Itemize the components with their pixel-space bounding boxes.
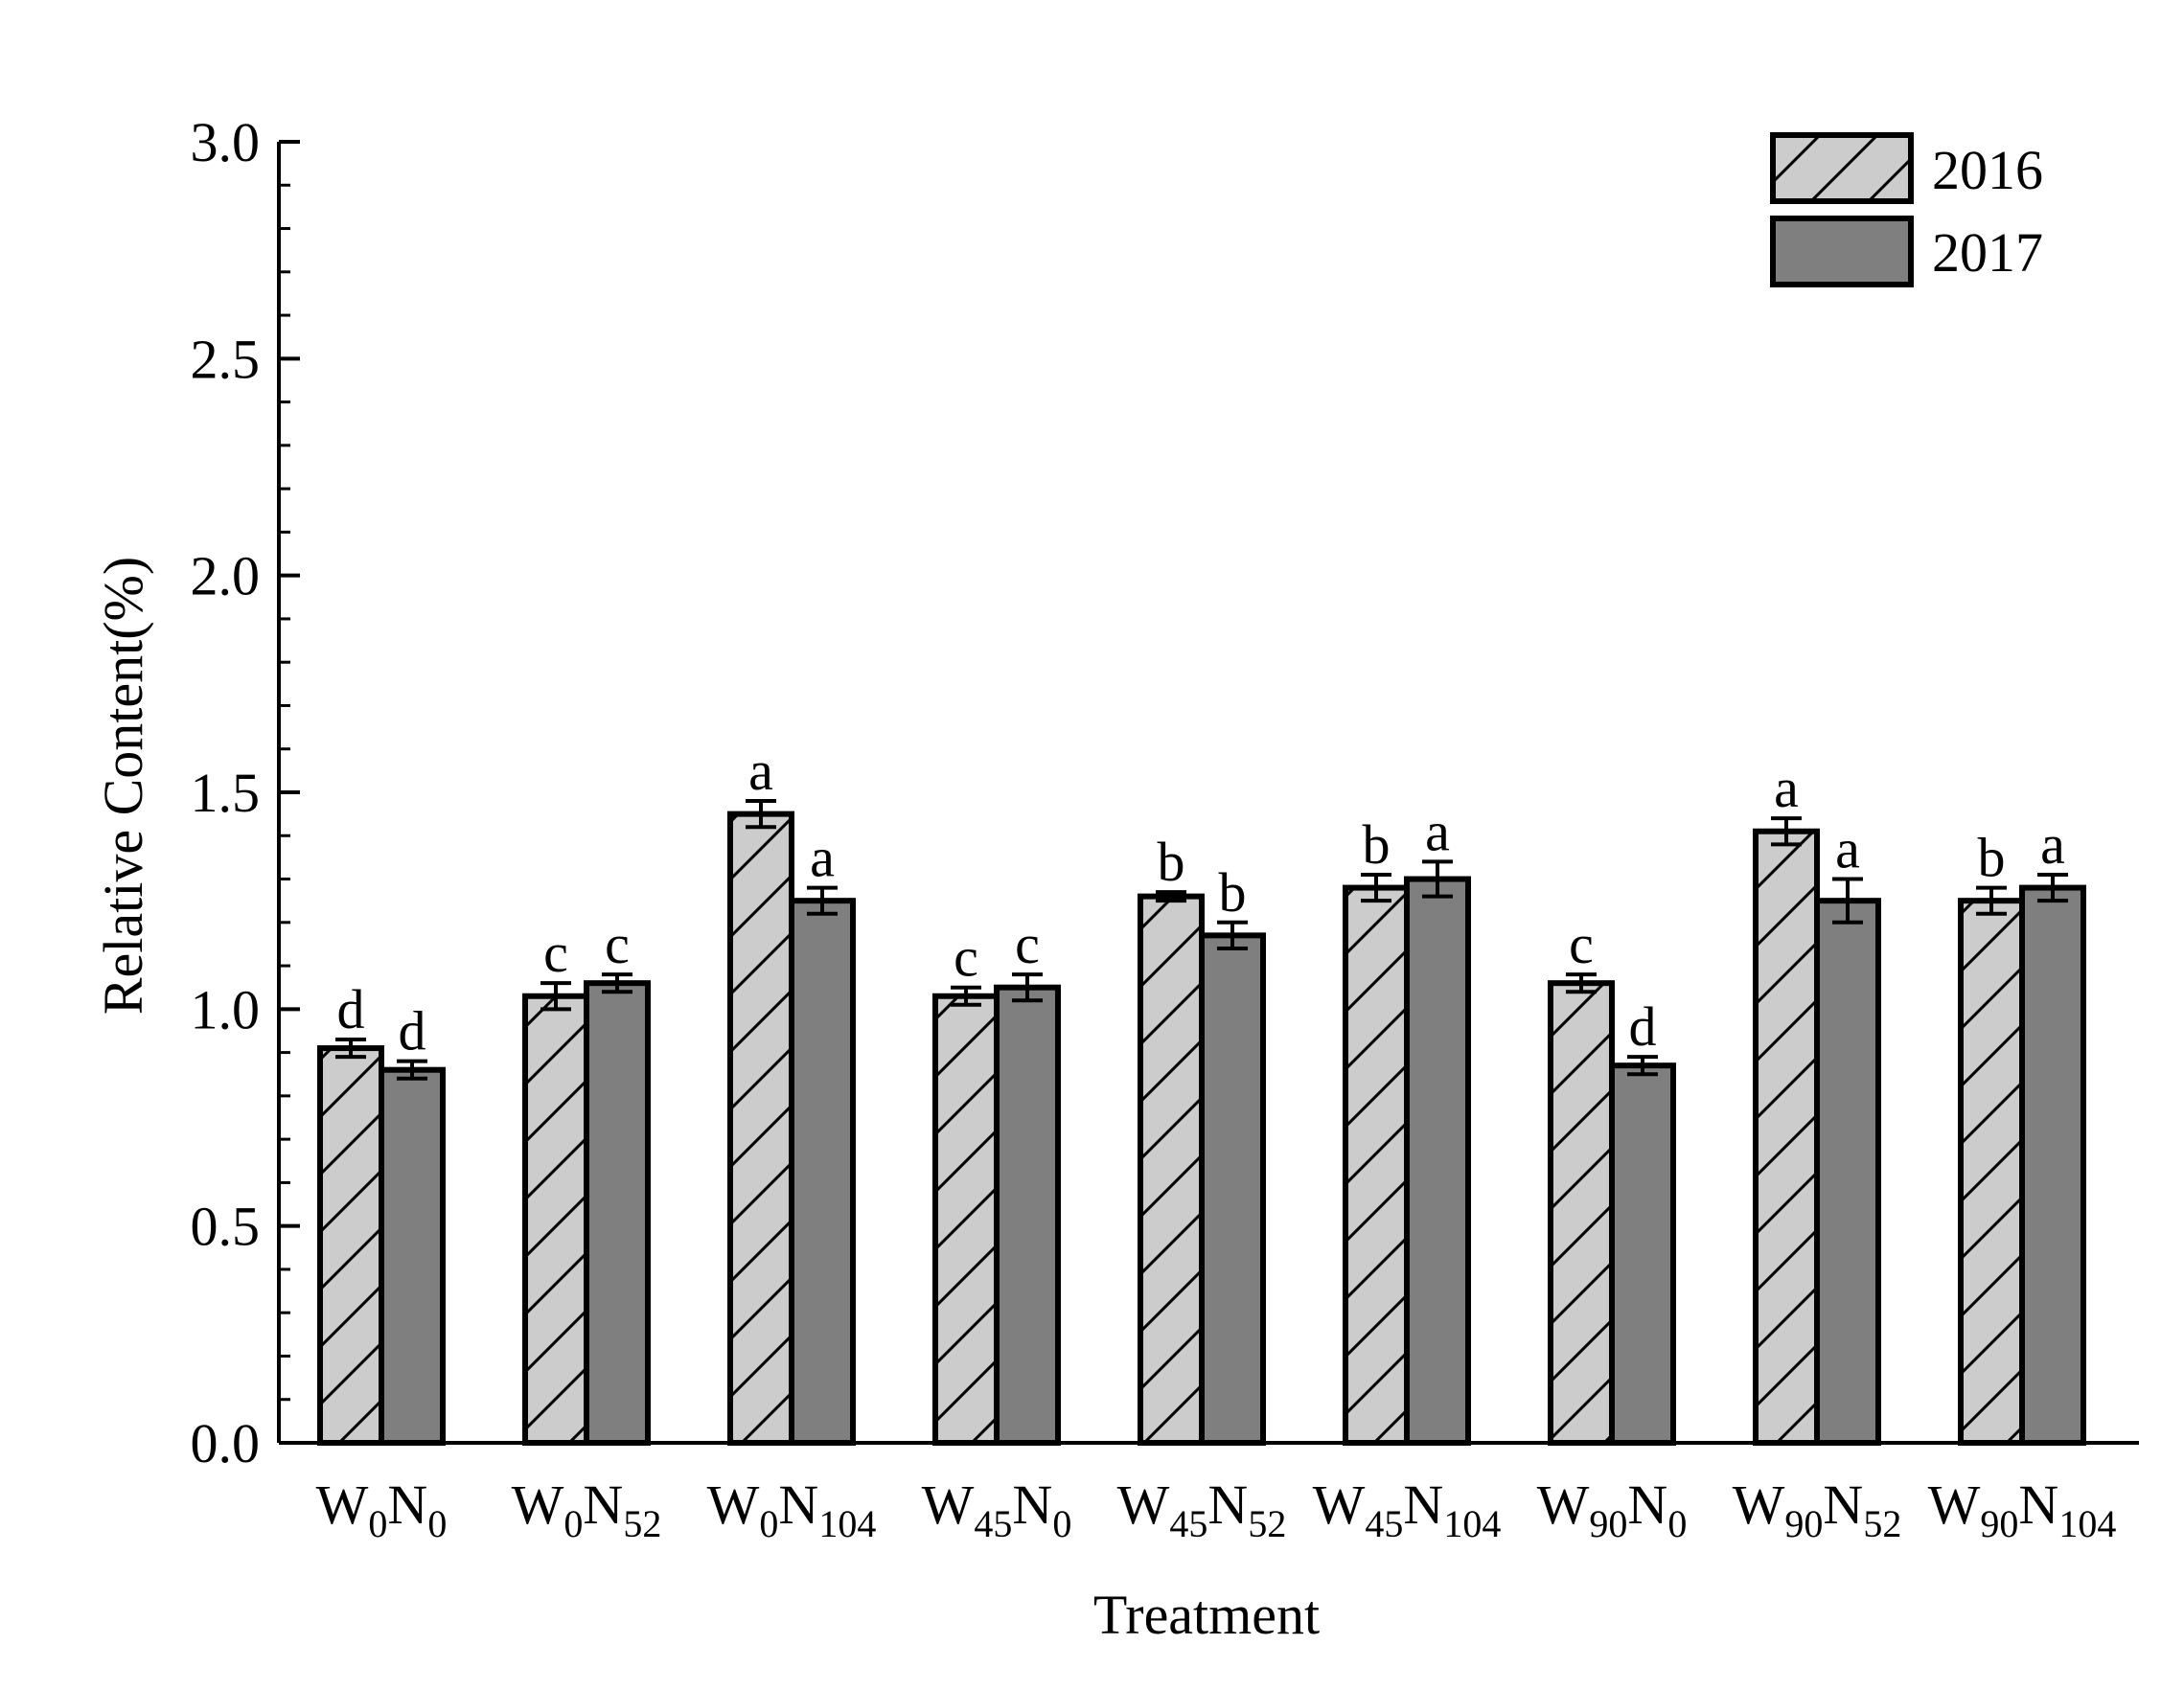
significance-letter: b — [1978, 827, 2006, 889]
significance-letter: b — [1363, 813, 1391, 876]
x-tick-label: W90N52 — [1733, 1473, 1902, 1545]
x-axis-title: Treatment — [1093, 1584, 1320, 1646]
bar-2017 — [1199, 932, 1266, 1446]
significance-letter: a — [2040, 813, 2065, 876]
y-tick-label: 1.5 — [191, 762, 261, 824]
y-axis-title: Relative Content(%) — [92, 557, 154, 1015]
x-tick-label: W90N0 — [1537, 1473, 1688, 1545]
bar-2016 — [932, 993, 1000, 1446]
bar-2016 — [1958, 898, 2025, 1446]
legend-label-2016: 2016 — [1932, 139, 2043, 201]
bar-2017 — [1609, 1062, 1676, 1447]
x-tick-label: W90N104 — [1928, 1473, 2117, 1545]
y-tick-label: 2.0 — [191, 545, 261, 607]
significance-letter: a — [748, 740, 773, 802]
significance-letter: c — [1569, 913, 1594, 975]
y-tick-label: 1.0 — [191, 978, 261, 1040]
significance-letter: c — [543, 922, 568, 984]
x-tick-label: W45N0 — [922, 1473, 1072, 1545]
significance-letter: c — [605, 913, 630, 975]
legend: 2016 2017 — [1770, 132, 2043, 287]
x-tick-label: W45N52 — [1117, 1473, 1287, 1545]
y-tick-label: 2.5 — [191, 328, 261, 390]
significance-letter: d — [1629, 995, 1657, 1058]
bar-2017 — [994, 984, 1061, 1446]
significance-letter: b — [1219, 861, 1247, 924]
bar-2016 — [1753, 828, 1820, 1446]
bar-2017 — [379, 1066, 446, 1446]
legend-swatch-2017 — [1770, 216, 1914, 287]
bar-2016 — [1343, 884, 1410, 1446]
significance-letter: c — [1015, 913, 1040, 975]
bar-2016 — [1548, 980, 1615, 1446]
bar-2016 — [727, 811, 794, 1446]
legend-swatch-2016 — [1770, 132, 1914, 204]
x-tick-label: W0N52 — [512, 1473, 662, 1545]
x-tick-label: W0N0 — [316, 1473, 448, 1545]
legend-label-2017: 2017 — [1932, 221, 2043, 284]
y-tick-label: 3.0 — [191, 111, 261, 173]
bar-2016 — [1138, 893, 1205, 1446]
significance-letter: a — [1774, 757, 1799, 819]
y-tick-label: 0.5 — [191, 1196, 261, 1258]
significance-letter: b — [1158, 831, 1185, 893]
x-tick-label: W0N104 — [707, 1473, 877, 1545]
y-tick-label: 0.0 — [191, 1412, 261, 1474]
significance-letter: a — [1425, 800, 1450, 862]
bar-2017 — [584, 980, 651, 1446]
significance-letter: a — [810, 827, 835, 889]
bar-2016 — [522, 993, 589, 1446]
x-tick-label: W45N104 — [1313, 1473, 1502, 1545]
bar-2017 — [1404, 876, 1471, 1446]
significance-letter: a — [1835, 818, 1860, 880]
bar-2016 — [317, 1045, 384, 1447]
significance-letter: c — [954, 926, 978, 989]
bar-2017 — [2019, 884, 2086, 1446]
significance-letter: d — [399, 1000, 426, 1062]
bar-2017 — [1814, 898, 1881, 1446]
bar-2017 — [789, 898, 856, 1446]
significance-letter: d — [337, 978, 365, 1040]
